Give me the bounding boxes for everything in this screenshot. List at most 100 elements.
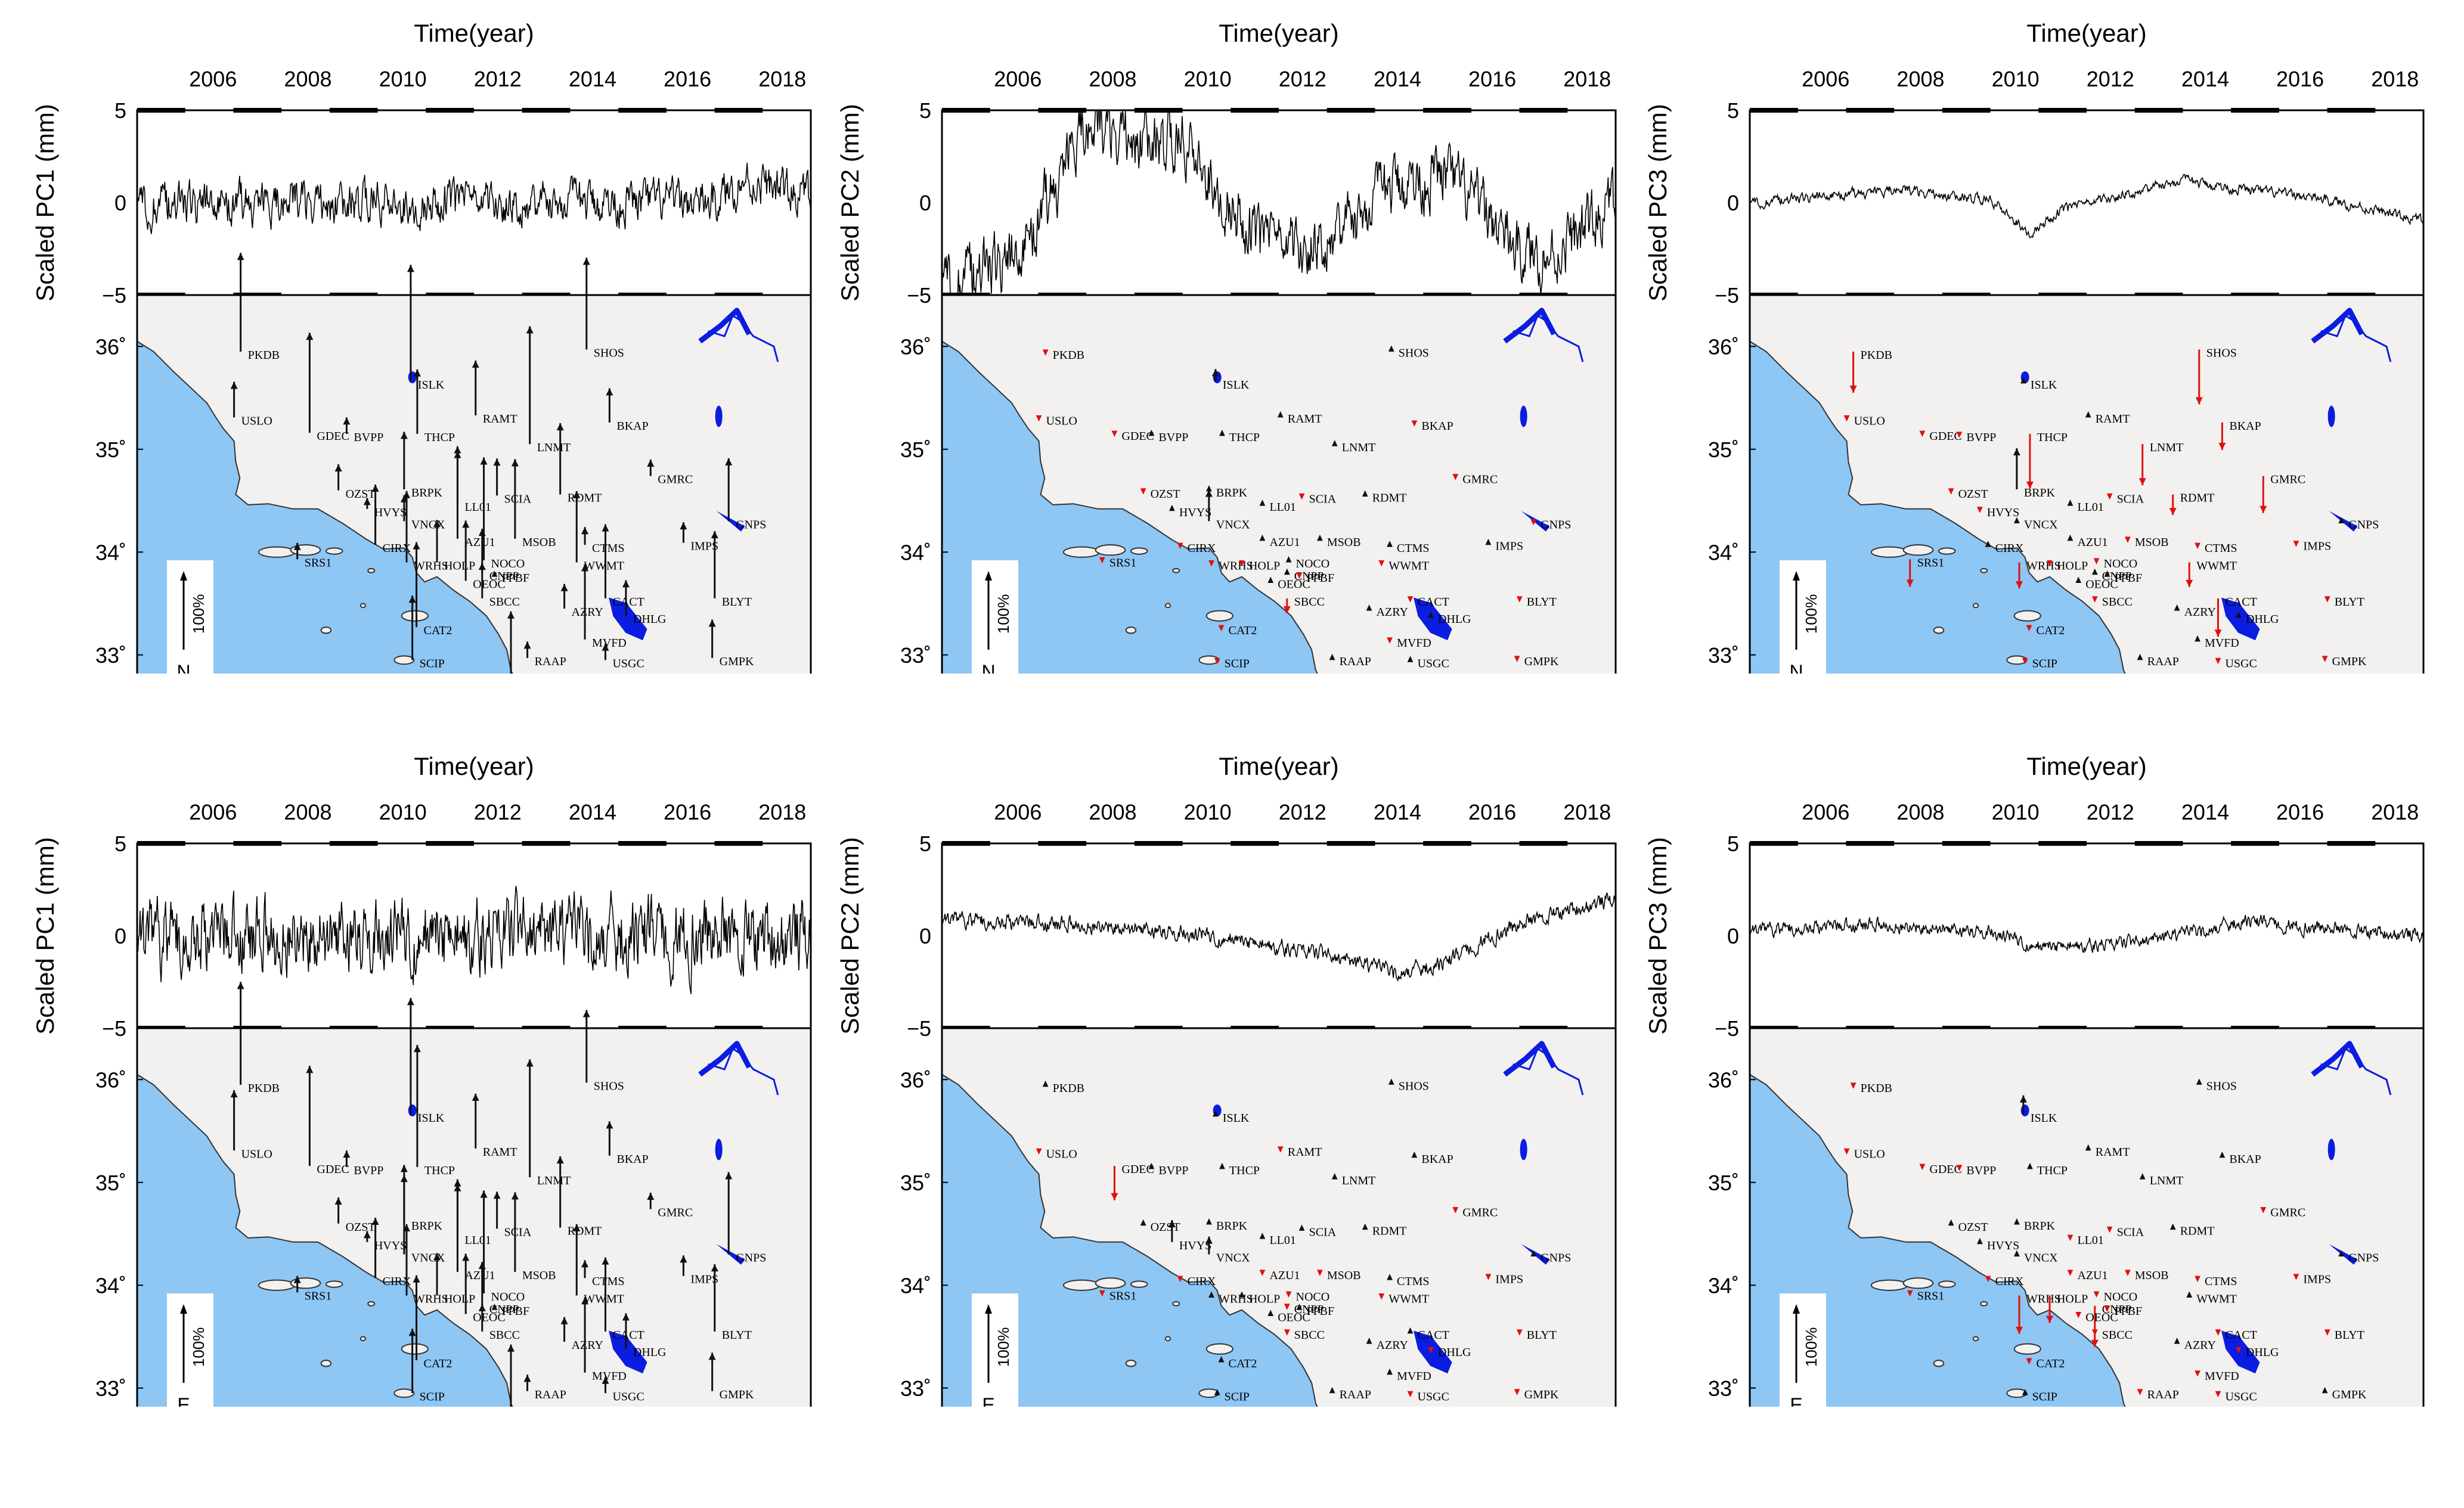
station-label: NOCO <box>491 557 525 570</box>
station-label: USLO <box>1046 1147 1077 1161</box>
time-tick-label: 2010 <box>1992 67 2040 91</box>
lat-tick-label: 34˚ <box>1708 1273 1739 1298</box>
frame-band <box>2231 108 2279 113</box>
station-ll01-marker <box>2067 499 2074 506</box>
station-islk-marker <box>1212 1110 1219 1117</box>
station-gmpk-arrowhead <box>708 619 716 627</box>
station-label: RAMT <box>483 1146 517 1159</box>
station-cat2-arrowhead <box>413 542 420 550</box>
station-label: WRHS <box>414 560 448 573</box>
station-wrhs-arrowhead <box>403 1224 410 1231</box>
station-dhlg-arrowhead <box>622 580 630 588</box>
station-label: RAMT <box>2096 412 2130 426</box>
station-msob-marker <box>2125 1270 2131 1276</box>
frame-band <box>1519 841 1568 846</box>
station-label: SHOS <box>1399 346 1429 359</box>
station-label: LNMT <box>537 1174 571 1187</box>
station-wwmt-arrowhead <box>573 491 581 498</box>
station-bvpp-marker <box>1148 429 1155 436</box>
scale-bar-label: 100% <box>190 1327 207 1367</box>
station-brpk-arrowhead <box>400 432 408 439</box>
frame-band <box>1038 841 1087 846</box>
station-holp-arrowhead <box>433 1253 441 1261</box>
station-label: PKDB <box>1053 1082 1084 1095</box>
time-tick-label: 2016 <box>1468 800 1516 824</box>
station-ozst-arrowhead <box>334 464 342 472</box>
lat-tick-label: 33˚ <box>900 1376 931 1401</box>
station-label: SHOS <box>594 1079 624 1093</box>
station-gdec-marker <box>1919 430 1926 437</box>
station-cact-marker <box>1407 596 1414 603</box>
station-label: BVPP <box>354 431 383 444</box>
station-noco-arrowhead <box>480 457 488 465</box>
station-label: SRS1 <box>1109 556 1137 569</box>
scale-bar-label: 100% <box>994 1327 1012 1367</box>
station-lnmt-arrowhead <box>526 326 534 334</box>
station-label: DHLG <box>2246 613 2279 626</box>
station-uslo-marker <box>1036 1148 1042 1155</box>
station-ll01-marker <box>1259 499 1266 506</box>
y-tick-label: −5 <box>102 1016 126 1041</box>
time-tick-label: 2008 <box>1896 67 1944 91</box>
station-gnps-arrowhead <box>725 1172 733 1180</box>
map: PKDB USLO GDEC BVPP THCP ISLK RAMT LNMT SHOS BKAP… <box>137 982 811 1407</box>
station-label: CACT <box>2225 595 2257 609</box>
frame-band <box>1846 841 1895 846</box>
station-label: RDMT <box>1372 1225 1407 1238</box>
station-label: OZST <box>1958 1221 1988 1234</box>
station-label: IMPS <box>690 1273 718 1286</box>
station-label: THCP <box>424 1164 455 1177</box>
station-cnpp-marker <box>2091 568 2098 575</box>
time-tick-label: 2012 <box>2087 67 2134 91</box>
station-label: HVYS <box>1987 506 2019 519</box>
station-oeoc-marker <box>2075 1312 2082 1318</box>
station-srs1-arrowhead <box>1906 579 1914 587</box>
station-label: BKAP <box>2229 1153 2261 1166</box>
timeseries-frame <box>941 109 1617 296</box>
map: PKDB USLO GDEC BVPP THCP ISLK RAMT LNMT SHOS BKAP… <box>1749 295 2423 674</box>
frame-band <box>2327 841 2376 846</box>
ocean <box>137 1073 513 1407</box>
station-label: PKDB <box>1861 1082 1892 1095</box>
component-label: N <box>176 661 190 674</box>
component-label: E <box>982 1394 994 1407</box>
salton-sea <box>2221 597 2260 641</box>
station-label: HOLP <box>1249 560 1280 573</box>
station-gmpk-arrowhead <box>708 1352 716 1360</box>
scale-bar-box <box>1780 560 1826 674</box>
frame-band <box>1423 108 1471 113</box>
station-label: CIRX <box>1995 542 2024 555</box>
station-uslo-arrowhead <box>230 1090 238 1098</box>
station-label: BVPP <box>1966 431 1996 444</box>
station-label: PKDB <box>248 349 280 362</box>
y-tick-label: 0 <box>114 191 126 215</box>
station-label: WRHS <box>414 1293 448 1306</box>
station-label: BLYT <box>1527 595 1557 609</box>
time-axis-title: Time(year) <box>1219 19 1338 47</box>
station-label: SBCC <box>1294 1329 1325 1342</box>
time-tick-label: 2010 <box>379 67 427 91</box>
station-cirx-arrowhead <box>371 484 379 492</box>
station-srs1-arrowhead <box>293 542 301 550</box>
time-axis-title: Time(year) <box>414 752 534 780</box>
station-sbcc-marker <box>2091 596 2098 603</box>
y-tick-label: −5 <box>1715 283 1739 308</box>
station-wrhs-marker <box>1208 560 1214 567</box>
time-tick-label: 2010 <box>1184 800 1232 824</box>
lat-tick-label: 35˚ <box>1708 1171 1739 1195</box>
station-gmrc-arrowhead <box>647 1193 655 1200</box>
station-label: MVFD <box>2205 1370 2239 1383</box>
station-wwmt-arrowhead <box>2186 579 2193 587</box>
station-cact-marker <box>1407 1327 1414 1334</box>
station-label: IMPS <box>2303 1273 2331 1286</box>
frame-band <box>1942 841 1991 846</box>
lake-havasu <box>716 511 745 532</box>
time-tick-label: 2008 <box>1089 67 1136 91</box>
station-label: CIRX <box>1995 1275 2024 1288</box>
station-cat2-arrowhead <box>413 1275 420 1283</box>
station-label: AZU1 <box>2077 536 2107 549</box>
station-label: PPBF <box>1306 572 1334 585</box>
station-blyt-arrowhead <box>711 1264 718 1272</box>
station-uslo-marker <box>1843 415 1850 422</box>
station-label: BLYT <box>722 595 752 609</box>
